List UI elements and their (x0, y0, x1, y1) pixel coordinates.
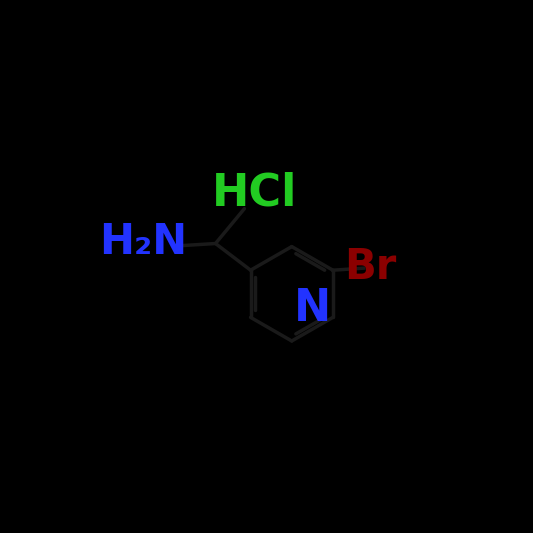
Text: Br: Br (344, 246, 397, 288)
Text: HCl: HCl (212, 172, 297, 215)
Text: H₂N: H₂N (99, 222, 187, 263)
Text: N: N (294, 287, 331, 329)
